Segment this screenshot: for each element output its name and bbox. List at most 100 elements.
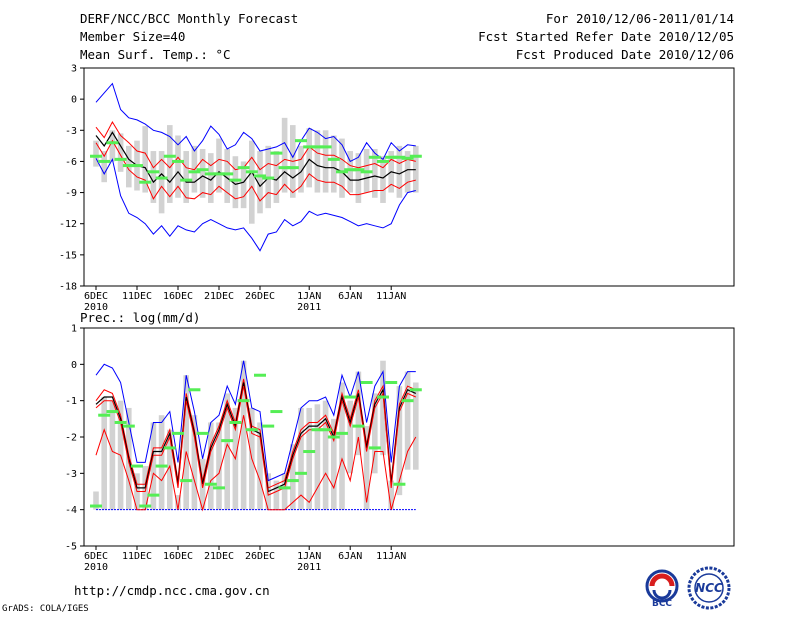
precip-mode-mark (188, 388, 201, 392)
precip-mode-mark (213, 486, 225, 490)
precip-mode-mark (336, 431, 348, 435)
temp-mode-mark (204, 172, 217, 176)
temp-mode-mark (213, 172, 225, 176)
precip-series-low (95, 415, 417, 512)
temp-mode-mark (98, 159, 111, 163)
temp-member-bar (101, 151, 107, 183)
temp-y-tick-label: 3 (71, 64, 77, 75)
temp-mode-mark (295, 139, 307, 143)
temp-mode-mark (180, 178, 193, 182)
precip-x-tick-year: 2011 (297, 562, 321, 573)
temp-mode-mark (278, 166, 291, 170)
temp-member-bar (232, 156, 239, 209)
precip-member-bar (363, 426, 370, 510)
temp-mode-mark (352, 168, 365, 172)
precip-mode-mark (155, 464, 168, 468)
temp-mode-mark (254, 174, 266, 178)
forecast-produced-date: Fcst Produced Date 2010/12/06 (515, 47, 734, 62)
precip-member-bar (290, 444, 296, 510)
source-url[interactable]: http://cmdp.ncc.cma.gov.cn (74, 583, 270, 598)
precip-series-lower (95, 386, 417, 496)
precip-mode-mark (278, 486, 291, 490)
variable-label: Mean Surf. Temp.: °C (80, 47, 231, 62)
temp-member-bar (167, 125, 173, 203)
precip-member-bar (183, 375, 189, 510)
precip-member-bar (273, 480, 280, 510)
temp-y-tick-label: -6 (65, 157, 77, 168)
temp-member-bar (150, 151, 157, 203)
precip-x-tick-label: 6DEC (84, 551, 108, 562)
temp-mode-mark (131, 164, 143, 168)
precip-mode-mark (131, 464, 143, 468)
precip-member-bar (298, 407, 304, 510)
temp-x-tick-label: 21DEC (204, 291, 234, 302)
temp-mode-mark (237, 166, 250, 170)
precip-mode-mark (163, 446, 176, 450)
temp-member-bar (109, 130, 116, 162)
temp-mode-mark (319, 145, 332, 149)
precip-mode-mark (172, 431, 184, 435)
precip-y-tick-label: 0 (71, 360, 77, 371)
ncc-logo: NCC (687, 566, 731, 610)
temp-y-tick-label: 0 (71, 95, 77, 106)
bcc-logo-swirl-low (652, 589, 672, 600)
precip-mode-mark (327, 435, 340, 439)
precip-mode-mark (401, 399, 414, 403)
precip-series-mean (95, 382, 417, 493)
precip-member-bar (404, 371, 411, 470)
temp-mode-mark (172, 159, 184, 163)
precip-member-bar (257, 422, 263, 510)
precip-x-tick-label: 1JAN (297, 551, 321, 562)
temp-mode-mark (344, 168, 357, 172)
precip-member-bar (93, 491, 99, 510)
precip-member-bar (347, 400, 353, 474)
precip-mode-mark (409, 388, 422, 392)
precip-member-bar (281, 473, 288, 510)
temp-member-bar (281, 117, 288, 193)
temp-mode-mark (409, 154, 422, 158)
precip-member-bar (355, 371, 362, 456)
precip-panel-title: Prec.: log(mm/d) (80, 310, 201, 325)
grads-credit: GrADS: COLA/IGES (2, 604, 89, 614)
temp-member-bar (331, 135, 337, 193)
precip-mode-mark (377, 395, 389, 399)
temp-member-bar (339, 138, 345, 198)
precip-x-tick-label: 21DEC (204, 551, 234, 562)
precip-series-max (95, 360, 416, 482)
temp-mode-mark (270, 151, 283, 155)
temp-member-bar (347, 151, 353, 193)
temp-mode-mark (377, 159, 389, 163)
precip-mode-mark (204, 482, 217, 486)
precip-mode-mark (147, 493, 160, 497)
precip-x-tick-label: 6JAN (338, 551, 362, 562)
precip-mode-mark (114, 420, 127, 424)
precip-y-tick-label: -1 (65, 396, 77, 407)
temp-member-bar (208, 153, 214, 203)
precip-mode-mark (90, 504, 102, 508)
precip-member-bar (314, 404, 321, 510)
temp-member-bar (117, 133, 124, 172)
precip-member-bar (191, 415, 198, 510)
ncc-logo-inner (694, 573, 724, 603)
temp-member-bar (257, 151, 263, 214)
precip-member-bar (150, 422, 157, 510)
temp-member-bar (240, 161, 247, 209)
temp-y-tick-label: -9 (65, 188, 77, 199)
temp-x-tick-label: 1JAN (297, 291, 321, 302)
precip-mode-mark (368, 446, 381, 450)
forecast-start-date: Fcst Started Refer Date 2010/12/05 (478, 29, 734, 44)
temp-member-bar (298, 145, 304, 193)
temp-mode-mark (139, 180, 152, 184)
temp-member-bar (273, 151, 280, 203)
precip-x-tick-label: 26DEC (245, 551, 275, 562)
temp-member-bar (224, 148, 230, 203)
temp-mode-mark (262, 176, 275, 180)
ncc-logo-text: NCC (695, 581, 723, 595)
precip-y-tick-label: -5 (65, 542, 77, 553)
precip-x-tick-year: 2010 (84, 562, 108, 573)
temp-member-bar (380, 156, 386, 203)
temp-x-tick-label: 16DEC (163, 291, 193, 302)
precip-x-tick-label: 11DEC (122, 551, 152, 562)
